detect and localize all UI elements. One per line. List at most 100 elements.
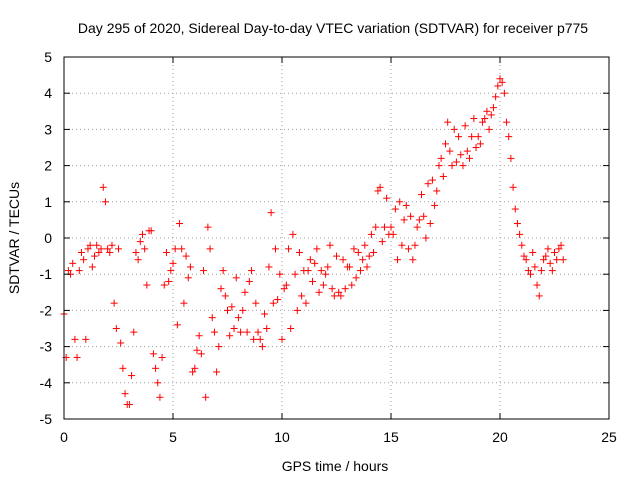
data-point <box>285 245 293 253</box>
data-point <box>271 245 279 253</box>
data-point <box>226 332 234 340</box>
data-point <box>522 256 530 264</box>
data-point <box>269 299 277 307</box>
data-point <box>119 364 127 372</box>
data-point <box>132 248 140 256</box>
data-point <box>424 180 432 188</box>
data-point <box>282 281 290 289</box>
data-point <box>372 223 380 231</box>
data-point <box>474 133 482 141</box>
data-point <box>88 263 96 271</box>
data-point <box>426 220 434 228</box>
data-point <box>483 107 491 115</box>
y-tick-label: 0 <box>44 230 52 246</box>
data-point <box>537 267 545 275</box>
data-point <box>551 248 558 256</box>
data-point <box>97 245 105 253</box>
data-point <box>348 281 356 289</box>
data-point <box>82 335 90 343</box>
data-point <box>333 252 340 260</box>
data-point <box>513 220 521 228</box>
data-point <box>442 140 449 148</box>
data-point <box>494 82 502 90</box>
data-point <box>210 328 218 336</box>
data-point <box>134 256 142 264</box>
data-point <box>374 187 382 195</box>
data-point <box>230 325 238 332</box>
data-point <box>138 230 146 238</box>
data-point <box>258 343 266 351</box>
data-point <box>206 245 214 253</box>
data-point <box>115 245 122 253</box>
y-tick-label: -2 <box>40 302 53 318</box>
data-point <box>239 306 247 314</box>
data-point <box>267 209 275 217</box>
data-point <box>93 241 101 249</box>
data-point <box>274 296 282 304</box>
data-point <box>518 241 526 249</box>
data-point <box>319 281 327 289</box>
data-point <box>128 372 136 380</box>
data-point <box>407 212 415 220</box>
data-point <box>350 245 358 253</box>
data-point <box>219 267 227 275</box>
data-point <box>398 241 406 249</box>
data-point <box>184 274 192 282</box>
data-point <box>256 335 264 343</box>
data-point <box>64 267 72 275</box>
y-tick-label: 5 <box>44 49 52 65</box>
data-point <box>193 346 201 354</box>
data-point <box>245 277 253 285</box>
data-point <box>433 187 441 195</box>
data-point <box>95 248 103 256</box>
y-axis-label: SDTVAR / TECUs <box>6 182 22 294</box>
data-point <box>169 259 177 267</box>
data-point <box>106 248 114 256</box>
data-point <box>431 201 439 209</box>
data-point <box>243 328 251 336</box>
data-point <box>315 288 323 296</box>
data-point <box>228 303 236 311</box>
data-point <box>75 267 83 275</box>
data-point <box>346 263 354 271</box>
data-point <box>302 299 310 307</box>
data-point <box>359 256 367 264</box>
data-point <box>311 259 319 267</box>
data-point <box>176 220 184 228</box>
data-point <box>304 267 312 275</box>
x-tick-labels: 0 5 10 15 20 25 <box>60 429 617 445</box>
data-point <box>287 325 295 332</box>
data-point <box>147 227 155 235</box>
data-point <box>396 198 404 206</box>
data-point <box>250 335 258 343</box>
data-point <box>496 75 504 83</box>
data-point <box>306 256 314 264</box>
data-point <box>77 248 85 256</box>
data-point <box>533 281 541 289</box>
data-point <box>71 335 79 343</box>
data-point <box>507 154 515 162</box>
data-point <box>489 104 497 112</box>
data-point <box>367 230 375 238</box>
data-point <box>404 245 412 253</box>
x-tick-label: 15 <box>383 429 399 445</box>
x-tick-label: 5 <box>169 429 177 445</box>
data-point <box>215 343 223 351</box>
data-point <box>459 162 467 170</box>
axis-ticks <box>63 56 610 420</box>
data-point <box>339 256 347 264</box>
data-point <box>173 321 181 329</box>
data-point <box>378 238 386 246</box>
data-point <box>509 183 517 191</box>
data-point <box>450 125 458 133</box>
data-point <box>548 267 556 275</box>
data-point <box>313 245 321 253</box>
data-point <box>546 259 554 267</box>
data-point <box>143 281 151 289</box>
data-point <box>121 390 129 398</box>
data-point <box>167 267 175 275</box>
data-point <box>69 259 77 267</box>
data-point <box>165 277 173 285</box>
data-point <box>535 292 543 300</box>
